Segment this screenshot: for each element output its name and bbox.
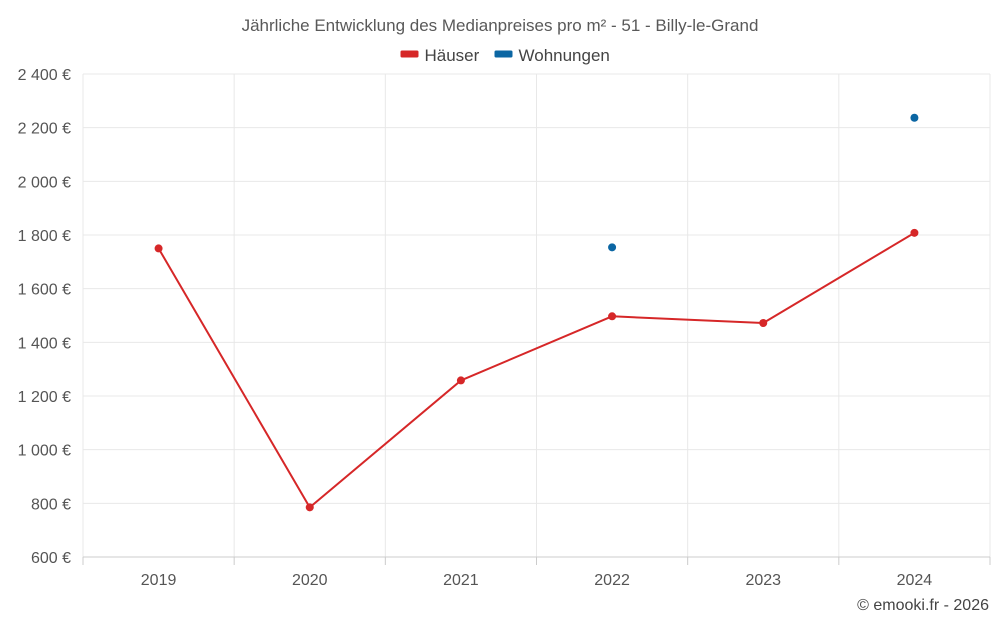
series-line-segment: [762, 231, 916, 325]
series-line-segment: [459, 315, 614, 382]
series-line-segment: [611, 315, 765, 325]
y-tick-label: 800 €: [31, 496, 71, 513]
y-tick-label: 1 400 €: [18, 335, 71, 352]
series-häuser: [154, 228, 919, 512]
y-tick-label: 2 400 €: [18, 67, 71, 84]
data-point: [608, 312, 617, 321]
legend: Häuser Wohnungen: [400, 46, 610, 65]
x-tick-label: 2019: [141, 572, 177, 589]
series-layer: [154, 113, 919, 512]
data-point: [456, 376, 465, 385]
series-line-segment: [308, 379, 462, 509]
data-point: [154, 244, 163, 253]
y-tick-label: 1 000 €: [18, 443, 71, 460]
y-tick-label: 2 000 €: [18, 174, 71, 191]
x-tick-label: 2021: [443, 572, 479, 589]
y-tick-label: 600 €: [31, 550, 71, 567]
x-tick-label: 2024: [897, 572, 933, 589]
legend-item: Häuser: [400, 46, 480, 65]
x-axis: 2019 2020 2021 2022 2023 2024: [82, 556, 991, 589]
legend-swatch: [400, 50, 419, 58]
y-tick-label: 1 200 €: [18, 389, 71, 406]
data-point: [910, 113, 919, 122]
x-tick-label: 2022: [594, 572, 630, 589]
y-tick-label: 1 600 €: [18, 282, 71, 299]
data-point: [608, 243, 617, 252]
credit-text: © emooki.fr - 2026: [857, 597, 989, 614]
y-tick-label: 1 800 €: [18, 228, 71, 245]
data-point: [305, 503, 314, 512]
series-wohnungen: [608, 113, 919, 252]
x-tick-label: 2020: [292, 572, 328, 589]
y-axis: 600 € 800 € 1 000 € 1 200 € 1 400 € 1 600 € 1 …: [18, 67, 71, 567]
legend-item: Wohnungen: [494, 46, 610, 65]
legend-label: Häuser: [425, 46, 480, 65]
y-tick-label: 2 200 €: [18, 121, 71, 138]
chart-title: Jährliche Entwicklung des Medianpreises …: [242, 16, 759, 35]
legend-swatch: [494, 50, 513, 58]
legend-label: Wohnungen: [519, 46, 610, 65]
data-point: [910, 228, 919, 237]
x-tick-label: 2023: [745, 572, 781, 589]
series-line-segment: [157, 247, 311, 509]
data-point: [759, 319, 768, 328]
grid: [82, 73, 991, 557]
